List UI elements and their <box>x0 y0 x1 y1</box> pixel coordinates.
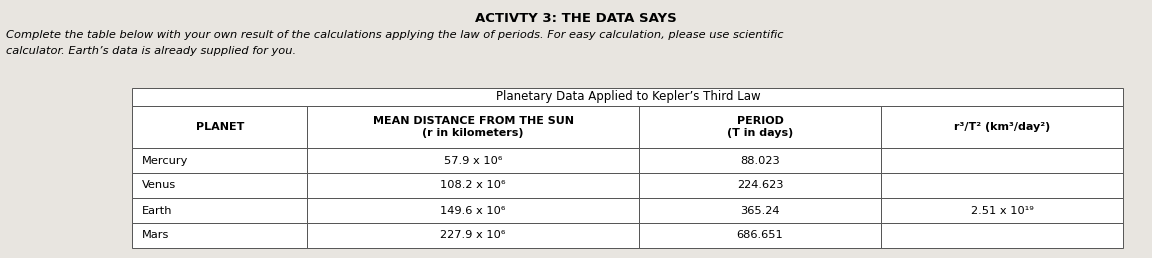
Text: Mercury: Mercury <box>142 156 188 165</box>
Bar <box>639 223 881 248</box>
Bar <box>132 173 306 198</box>
Bar <box>132 148 306 173</box>
Bar <box>639 173 881 198</box>
Text: 2.51 x 10¹⁹: 2.51 x 10¹⁹ <box>971 206 1033 215</box>
Text: Planetary Data Applied to Kepler’s Third Law: Planetary Data Applied to Kepler’s Third… <box>495 91 760 103</box>
Text: 88.023: 88.023 <box>741 156 780 165</box>
Text: PERIOD
(T in days): PERIOD (T in days) <box>727 116 794 138</box>
Bar <box>306 223 639 248</box>
Text: 57.9 x 10⁶: 57.9 x 10⁶ <box>444 156 502 165</box>
Text: r³/T² (km³/day²): r³/T² (km³/day²) <box>954 122 1051 132</box>
Text: PLANET: PLANET <box>196 122 244 132</box>
Bar <box>639 106 881 148</box>
Bar <box>306 198 639 223</box>
Bar <box>881 173 1123 198</box>
Bar <box>306 148 639 173</box>
Text: Venus: Venus <box>142 181 176 190</box>
Text: ACTIVTY 3: THE DATA SAYS: ACTIVTY 3: THE DATA SAYS <box>475 12 677 25</box>
Text: 227.9 x 10⁶: 227.9 x 10⁶ <box>440 230 506 240</box>
Text: Mars: Mars <box>142 230 169 240</box>
Bar <box>132 198 306 223</box>
Bar <box>306 173 639 198</box>
Bar <box>881 198 1123 223</box>
Bar <box>881 223 1123 248</box>
Text: 108.2 x 10⁶: 108.2 x 10⁶ <box>440 181 506 190</box>
Text: 224.623: 224.623 <box>737 181 783 190</box>
Bar <box>881 148 1123 173</box>
Text: MEAN DISTANCE FROM THE SUN
(r in kilometers): MEAN DISTANCE FROM THE SUN (r in kilomet… <box>372 116 574 138</box>
Bar <box>132 88 1123 106</box>
Bar <box>306 106 639 148</box>
Bar <box>639 198 881 223</box>
Bar <box>881 106 1123 148</box>
Bar <box>132 223 306 248</box>
Text: 149.6 x 10⁶: 149.6 x 10⁶ <box>440 206 506 215</box>
Text: Complete the table below with your own result of the calculations applying the l: Complete the table below with your own r… <box>6 30 783 40</box>
Bar <box>639 148 881 173</box>
Bar <box>132 106 306 148</box>
Text: Earth: Earth <box>142 206 172 215</box>
Text: calculator. Earth’s data is already supplied for you.: calculator. Earth’s data is already supp… <box>6 46 296 56</box>
Text: 365.24: 365.24 <box>741 206 780 215</box>
Text: 686.651: 686.651 <box>737 230 783 240</box>
